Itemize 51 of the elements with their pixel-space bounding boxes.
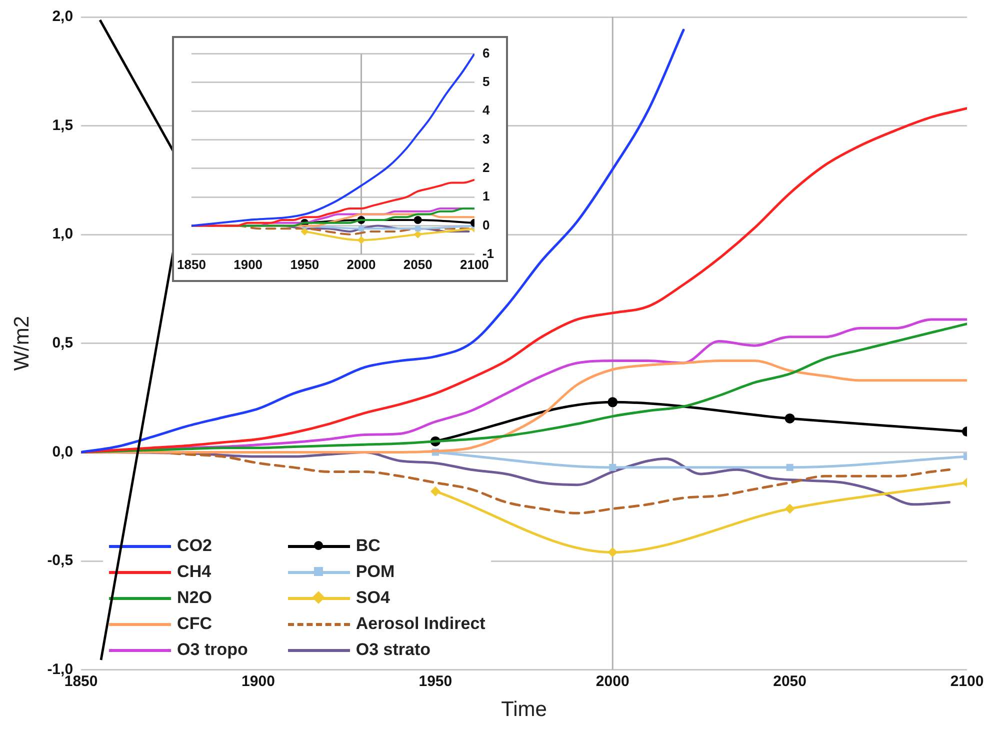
y-tick-label: 1,5 [52, 116, 74, 134]
point [608, 547, 618, 558]
y-axis-title: W/m2 [10, 316, 34, 371]
legend-label: BC [356, 536, 380, 556]
x-tick-label: 1950 [290, 256, 320, 272]
legend-label: Aerosol Indirect [356, 614, 486, 634]
legend-label: CFC [177, 614, 212, 634]
legend-label: POM [356, 562, 395, 582]
y-tick-label: 0,5 [52, 334, 74, 352]
point [784, 504, 795, 514]
x-tick-label: 2050 [403, 256, 432, 272]
legend-label: SO4 [356, 588, 390, 608]
y-tick-label: -1,0 [47, 660, 74, 678]
x-tick-label: 1900 [242, 672, 275, 690]
y-tick-label: 5 [482, 74, 490, 90]
legend-label: N2O [177, 588, 212, 608]
x-tick-label: 2100 [950, 672, 984, 690]
y-tick-label: 2,0 [52, 8, 74, 26]
x-tick-label: 1950 [418, 672, 452, 690]
y-tick-label: -0,5 [47, 552, 74, 570]
line-series [81, 107, 967, 454]
y-tick-label: 0,0 [52, 443, 74, 460]
line-series [191, 54, 474, 227]
x-tick-label: 2000 [596, 672, 630, 690]
x-tick-label: 2050 [773, 672, 806, 690]
x-tick-label: 1900 [234, 256, 263, 272]
point [786, 464, 794, 471]
point [609, 464, 616, 471]
line-series [81, 28, 685, 454]
point [608, 397, 618, 408]
point [415, 226, 421, 232]
x-tick-label: 2000 [346, 256, 376, 272]
y-tick-label: 4 [482, 102, 490, 118]
x-tick-label: 1850 [177, 256, 206, 272]
y-tick-label: 0 [482, 217, 490, 232]
y-tick-label: 1,0 [52, 226, 74, 243]
point [784, 413, 795, 424]
y-tick-label: 2 [482, 160, 490, 176]
point [414, 230, 422, 238]
legend-label: CO2 [177, 536, 212, 556]
legend-label: CH4 [177, 562, 212, 582]
y-tick-label: 3 [482, 131, 490, 146]
y-tick-label: 6 [482, 45, 490, 60]
point [357, 236, 366, 244]
point [358, 226, 364, 232]
point [430, 486, 440, 496]
y-tick-label: 1 [482, 188, 490, 204]
x-axis-title: Time [501, 698, 547, 722]
point [414, 216, 422, 224]
legend-label: O3 tropo [177, 640, 248, 660]
legend-label: O3 strato [356, 640, 431, 660]
